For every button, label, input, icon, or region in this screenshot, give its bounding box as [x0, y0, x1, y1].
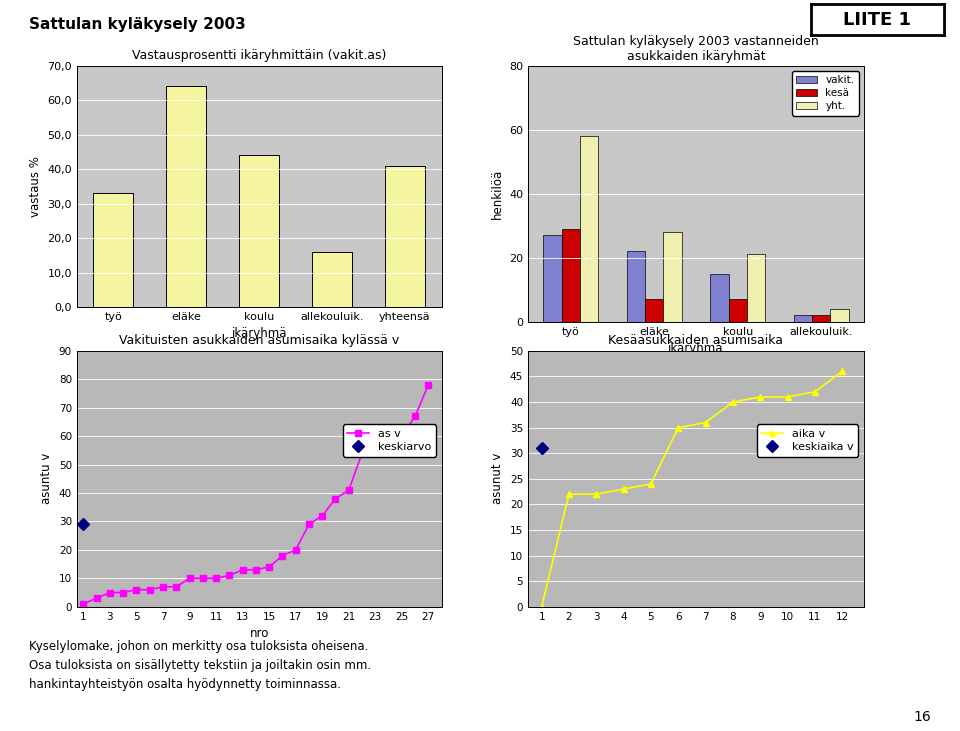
as v	[183, 574, 195, 583]
Line: as v: as v	[81, 382, 431, 607]
Bar	[562, 229, 580, 322]
Text: hankintayhteistyön osalta hyödynnetty toiminnassa.: hankintayhteistyön osalta hyödynnetty to…	[29, 678, 341, 691]
as v	[197, 574, 208, 583]
Bar	[794, 315, 812, 322]
as v	[263, 563, 275, 572]
Legend: vakit., kesä, yht.: vakit., kesä, yht.	[792, 71, 859, 115]
Title: Vakituisten asukkaiden asumisaika kylässä v: Vakituisten asukkaiden asumisaika kyläss…	[119, 334, 399, 347]
Bar	[312, 252, 352, 307]
as v	[144, 586, 156, 594]
Bar	[710, 273, 729, 322]
Y-axis label: asuntu v: asuntu v	[40, 453, 53, 504]
Legend: as v, keskiarvo: as v, keskiarvo	[343, 424, 436, 457]
as v	[317, 512, 328, 520]
aika v	[673, 423, 684, 432]
as v	[383, 437, 395, 446]
Bar	[729, 299, 747, 322]
Bar	[239, 156, 279, 307]
as v	[91, 594, 103, 602]
Bar	[543, 235, 562, 322]
as v	[251, 565, 262, 574]
as v	[303, 520, 315, 529]
aika v	[755, 393, 766, 401]
Bar	[93, 193, 133, 307]
Bar	[166, 86, 206, 307]
as v	[329, 494, 341, 503]
as v	[171, 583, 182, 591]
as v	[409, 412, 420, 420]
as v	[356, 449, 368, 458]
as v	[370, 446, 381, 455]
Text: Kyselylomake, johon on merkitty osa tuloksista oheisena.: Kyselylomake, johon on merkitty osa tulo…	[29, 640, 369, 653]
as v	[290, 545, 301, 554]
aika v	[700, 418, 711, 427]
Text: Sattulan kyläkysely 2003: Sattulan kyläkysely 2003	[29, 17, 246, 32]
Legend: aika v, keskiaika v: aika v, keskiaika v	[756, 424, 858, 457]
aika v	[809, 387, 821, 396]
Bar	[830, 308, 849, 322]
Text: 16: 16	[914, 710, 931, 724]
Y-axis label: asunut v: asunut v	[492, 453, 504, 504]
as v	[276, 551, 288, 560]
as v	[422, 381, 434, 390]
as v	[78, 599, 89, 608]
aika v	[645, 480, 657, 488]
Y-axis label: vastaus %: vastaus %	[29, 156, 41, 217]
Bar	[385, 166, 425, 307]
as v	[237, 565, 249, 574]
as v	[157, 583, 169, 591]
Bar	[645, 299, 663, 322]
Bar	[812, 315, 830, 322]
Y-axis label: henkilöä: henkilöä	[491, 169, 503, 219]
Bar	[580, 136, 598, 322]
as v	[343, 486, 354, 495]
aika v	[618, 485, 630, 493]
as v	[396, 432, 408, 441]
Title: Kesäasukkaiden asumisaika: Kesäasukkaiden asumisaika	[609, 334, 783, 347]
X-axis label: ikäryhmä: ikäryhmä	[231, 327, 287, 341]
as v	[131, 586, 142, 594]
Bar	[627, 251, 645, 322]
as v	[224, 571, 235, 580]
as v	[105, 588, 116, 597]
Bar	[663, 232, 682, 322]
X-axis label: ikäryhmä: ikäryhmä	[668, 342, 724, 355]
aika v	[836, 367, 848, 376]
as v	[117, 588, 129, 597]
X-axis label: nro: nro	[250, 627, 269, 640]
Text: Osa tuloksista on sisällytetty tekstiin ja joiltakin osin mm.: Osa tuloksista on sisällytetty tekstiin …	[29, 659, 371, 672]
aika v	[536, 602, 547, 611]
aika v	[590, 490, 602, 499]
aika v	[781, 393, 793, 401]
Title: Sattulan kyläkysely 2003 vastanneiden
asukkaiden ikäryhmät: Sattulan kyläkysely 2003 vastanneiden as…	[573, 35, 819, 64]
Text: LIITE 1: LIITE 1	[844, 11, 911, 29]
Bar	[747, 254, 765, 322]
aika v	[564, 490, 575, 499]
Line: aika v: aika v	[539, 368, 846, 610]
as v	[210, 574, 222, 583]
Title: Vastausprosentti ikäryhmittäin (vakit.as): Vastausprosentti ikäryhmittäin (vakit.as…	[132, 49, 386, 62]
aika v	[727, 398, 738, 406]
